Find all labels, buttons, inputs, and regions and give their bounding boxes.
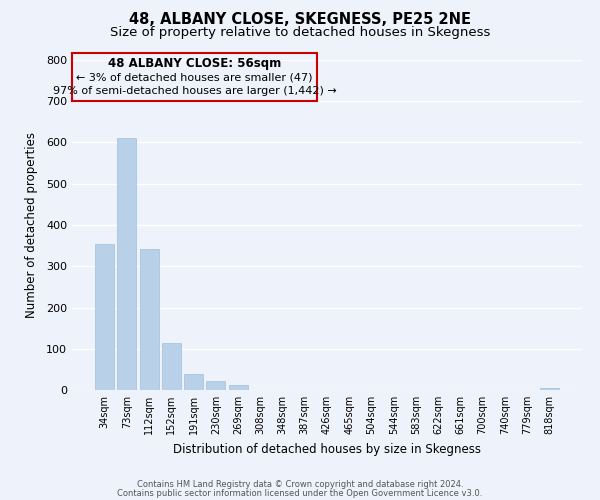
Bar xyxy=(162,344,181,390)
Text: Contains HM Land Registry data © Crown copyright and database right 2024.: Contains HM Land Registry data © Crown c… xyxy=(137,480,463,489)
X-axis label: Distribution of detached houses by size in Skegness: Distribution of detached houses by size … xyxy=(173,442,481,456)
Bar xyxy=(118,138,136,390)
Bar xyxy=(140,249,158,390)
Text: 97% of semi-detached houses are larger (1,442) →: 97% of semi-detached houses are larger (… xyxy=(53,86,336,96)
Bar xyxy=(540,388,559,390)
Y-axis label: Number of detached properties: Number of detached properties xyxy=(25,132,38,318)
Bar xyxy=(95,244,114,390)
Text: Size of property relative to detached houses in Skegness: Size of property relative to detached ho… xyxy=(110,26,490,39)
Text: 48 ALBANY CLOSE: 56sqm: 48 ALBANY CLOSE: 56sqm xyxy=(108,58,281,70)
Bar xyxy=(206,381,225,390)
Text: Contains public sector information licensed under the Open Government Licence v3: Contains public sector information licen… xyxy=(118,488,482,498)
Text: ← 3% of detached houses are smaller (47): ← 3% of detached houses are smaller (47) xyxy=(76,72,313,83)
Text: 48, ALBANY CLOSE, SKEGNESS, PE25 2NE: 48, ALBANY CLOSE, SKEGNESS, PE25 2NE xyxy=(129,12,471,28)
Bar xyxy=(229,384,248,390)
Bar xyxy=(184,374,203,390)
